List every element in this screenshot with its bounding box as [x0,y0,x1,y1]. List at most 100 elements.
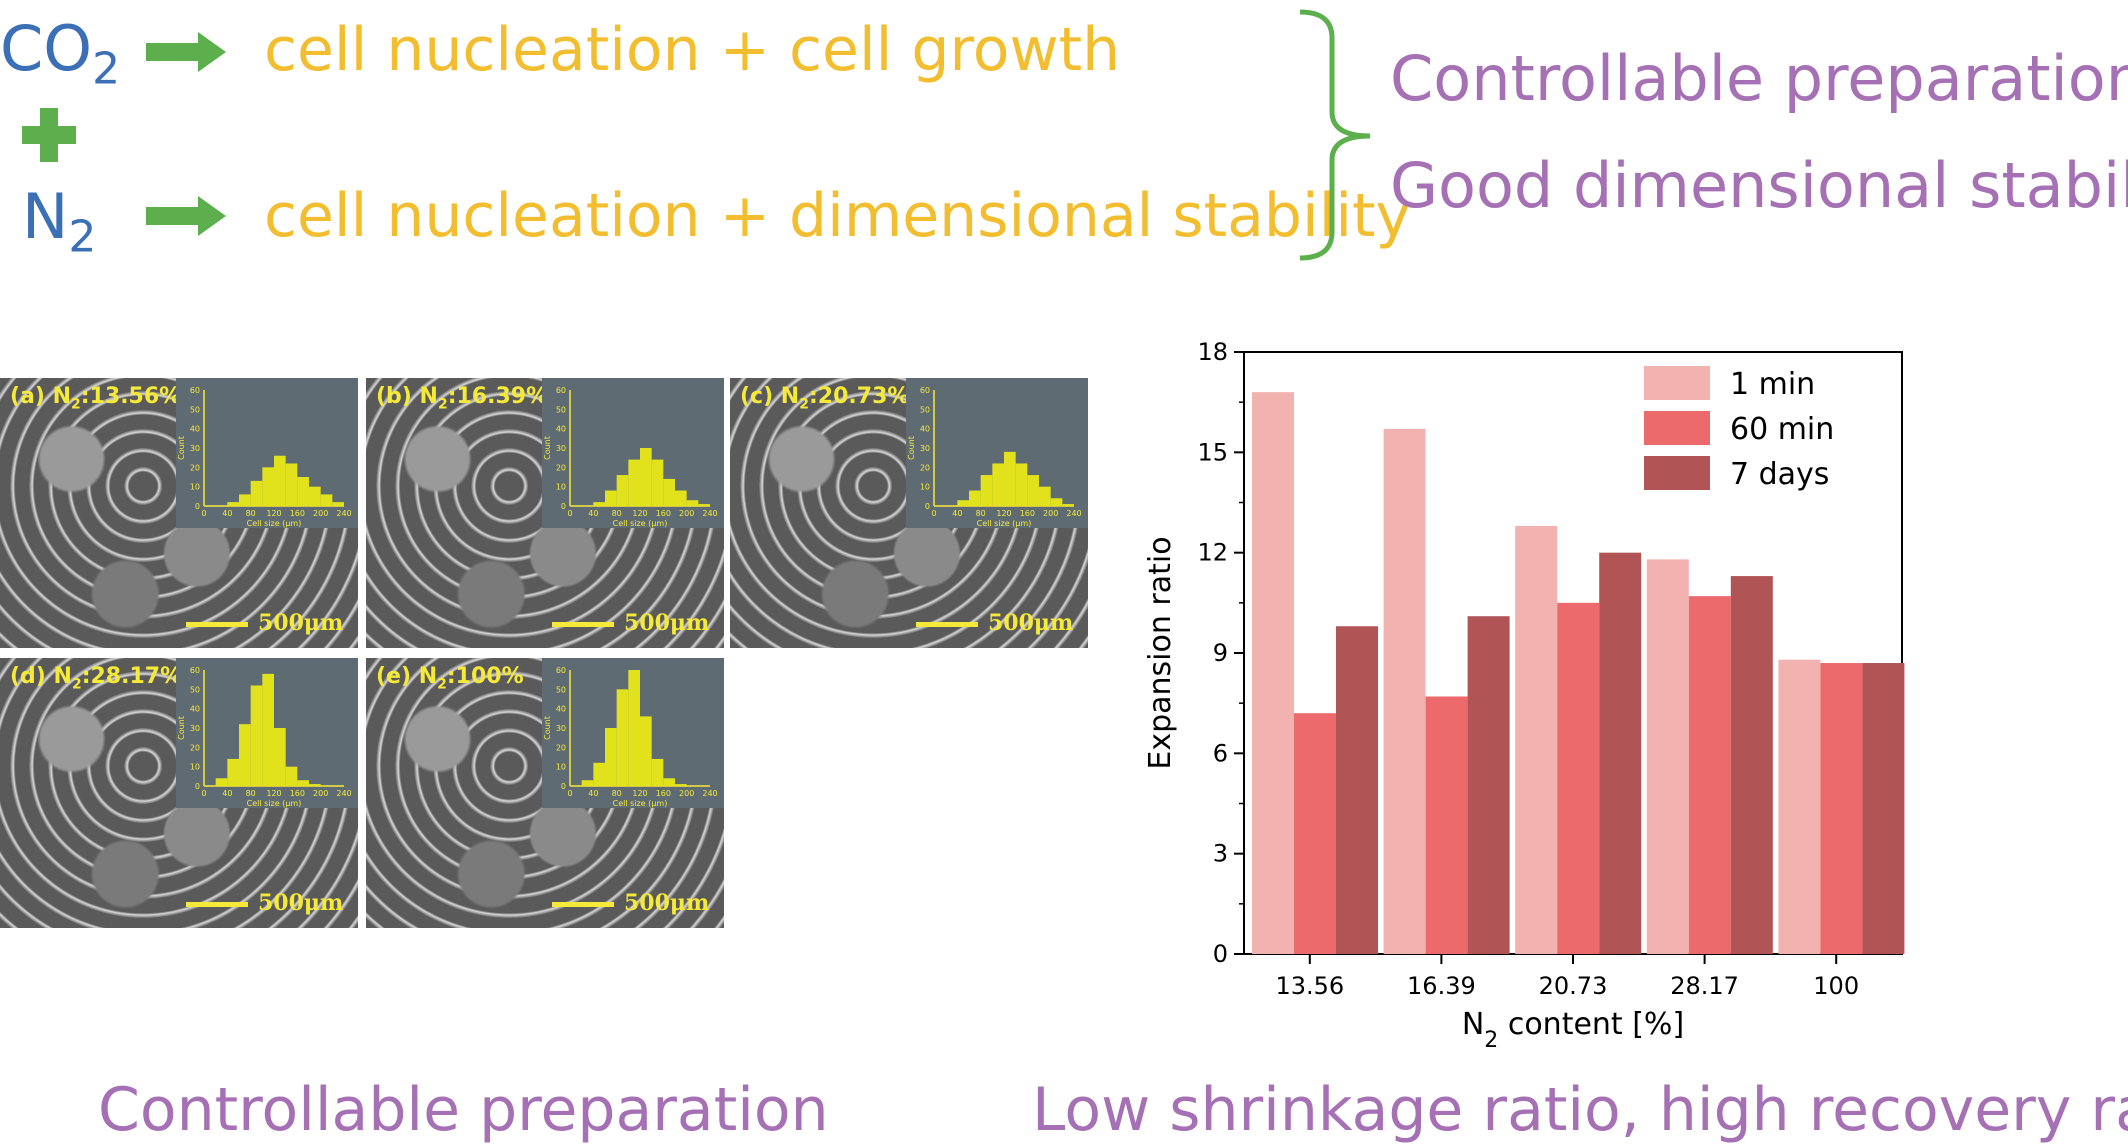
y-tick-label: 6 [1213,739,1228,767]
curly-brace-icon [1299,9,1371,261]
bottom-left-caption: Controllable preparation [98,1075,829,1145]
scale-bar [916,622,978,627]
scale-bar [552,622,614,627]
histogram-x-tick: 80 [612,789,622,798]
histogram-bar [628,670,640,786]
n2-effect-text: cell nucleation + dimensional stability [264,181,1412,251]
cell-size-histogram: 0 10 20 30 40 50 60 0 40 80 120 160 200 240 Cell size … [542,658,724,808]
legend-swatch [1644,366,1710,400]
histogram-bar [297,477,309,506]
histogram-bar [663,478,675,506]
histogram-y-tick: 10 [190,483,200,492]
x-tick-label: 100 [1813,972,1859,1000]
histogram-bar [651,758,664,786]
cell-size-histogram: 0 10 20 30 40 50 60 0 40 80 120 160 200 240 Cell size … [542,378,724,528]
histogram-bar [227,758,239,786]
histogram-bar [239,494,251,506]
histogram-y-tick: 50 [190,685,200,694]
histogram-bar [262,673,274,786]
histogram-y-tick: 0 [561,502,566,511]
histogram-bar [663,778,675,786]
histogram-y-tick: 30 [556,444,566,453]
histogram-bar [1027,475,1039,506]
result-controllable: Controllable preparation [1390,42,2128,115]
histogram-x-tick: 0 [567,509,572,518]
histogram-bar [957,500,969,506]
cell-size-histogram: 0 10 20 30 40 50 60 0 40 80 120 160 200 240 Cell size … [176,658,358,808]
histogram-y-label: Count [543,716,552,740]
histogram-bar [1015,463,1028,506]
histogram-bar [593,762,605,786]
histogram-bar [1050,498,1063,506]
scale-label: 500μm [624,890,710,916]
bar-60-min [1294,713,1336,954]
histogram-y-tick: 20 [190,743,200,752]
histogram-x-tick: 0 [201,509,206,518]
bottom-right-caption: Low shrinkage ratio, high recovery ratio [1032,1075,2128,1145]
scale-bar [552,902,614,907]
histogram-x-tick: 120 [996,509,1011,518]
co2-effect-text: cell nucleation + cell growth [264,15,1121,85]
histogram-y-tick: 60 [556,386,566,395]
histogram-y-tick: 10 [556,483,566,492]
histogram-bar [1004,451,1016,506]
histogram-y-tick: 60 [920,386,930,395]
histogram-x-tick: 160 [290,789,305,798]
histogram-bar [628,459,640,506]
n2-subscript: 2 [68,211,97,263]
histogram-x-tick: 200 [313,509,328,518]
scale-label: 500μm [988,610,1074,636]
cell-size-histogram: 0 10 20 30 40 50 60 0 40 80 120 160 200 240 Cell size … [176,378,358,528]
co2-label: CO2 [0,18,120,91]
histogram-bar [285,766,298,786]
x-axis-label: N2 content [%] [1462,1007,1684,1050]
histogram-x-tick: 240 [336,789,351,798]
co2-main: CO [0,12,93,85]
histogram-y-tick: 30 [556,724,566,733]
histogram-x-tick: 0 [201,789,206,798]
histogram-x-tick: 160 [290,509,305,518]
bar-60-min [1557,602,1600,954]
y-tick-label: 9 [1213,639,1228,667]
histogram-x-tick: 200 [1043,509,1058,518]
bar-1-min [1515,525,1558,954]
y-tick-label: 0 [1213,940,1228,968]
histogram-bar [1062,504,1074,506]
sem-image-panel: (d) N2:28.17% 0 10 20 30 40 50 60 0 40 80 120 160 200… [0,658,358,928]
histogram-y-tick: 20 [920,463,930,472]
y-tick-label: 12 [1197,539,1228,567]
histogram-bar [297,780,309,786]
histogram-x-tick: 160 [1020,509,1035,518]
histogram-x-tick: 120 [632,789,647,798]
histogram-x-tick: 200 [679,509,694,518]
histogram-y-tick: 40 [190,425,200,434]
histogram-x-tick: 80 [612,509,622,518]
histogram-y-tick: 0 [561,782,566,791]
histogram-bar [250,480,263,506]
histogram-y-label: Count [177,716,186,740]
histogram-y-tick: 30 [190,724,200,733]
bar-1-min [1252,392,1294,955]
histogram-y-tick: 10 [190,763,200,772]
histogram-x-tick: 160 [656,509,671,518]
y-axis-label: Expansion ratio [1143,536,1178,769]
histogram-x-tick: 40 [222,509,232,518]
histogram-x-tick: 40 [588,509,598,518]
sem-image-panel: (b) N2:16.39% 0 10 20 30 40 50 60 0 40 80 120 160 200… [366,378,724,648]
histogram-bar [581,780,594,786]
histogram-bar [320,494,333,506]
arrow-right-icon [146,196,226,236]
x-tick-label: 13.56 [1275,972,1344,1000]
bar-7-days [1599,552,1642,954]
histogram-bar [616,475,629,506]
histogram-bar [262,467,274,506]
histogram-x-tick: 40 [952,509,962,518]
histogram-x-tick: 80 [246,789,256,798]
histogram-bar [686,500,699,506]
histogram-bar [992,463,1004,506]
histogram-bar [215,778,228,786]
histogram-x-tick: 240 [702,789,717,798]
bar-7-days [1730,576,1773,954]
histogram-bar [274,455,286,506]
legend-label: 60 min [1730,412,1834,447]
